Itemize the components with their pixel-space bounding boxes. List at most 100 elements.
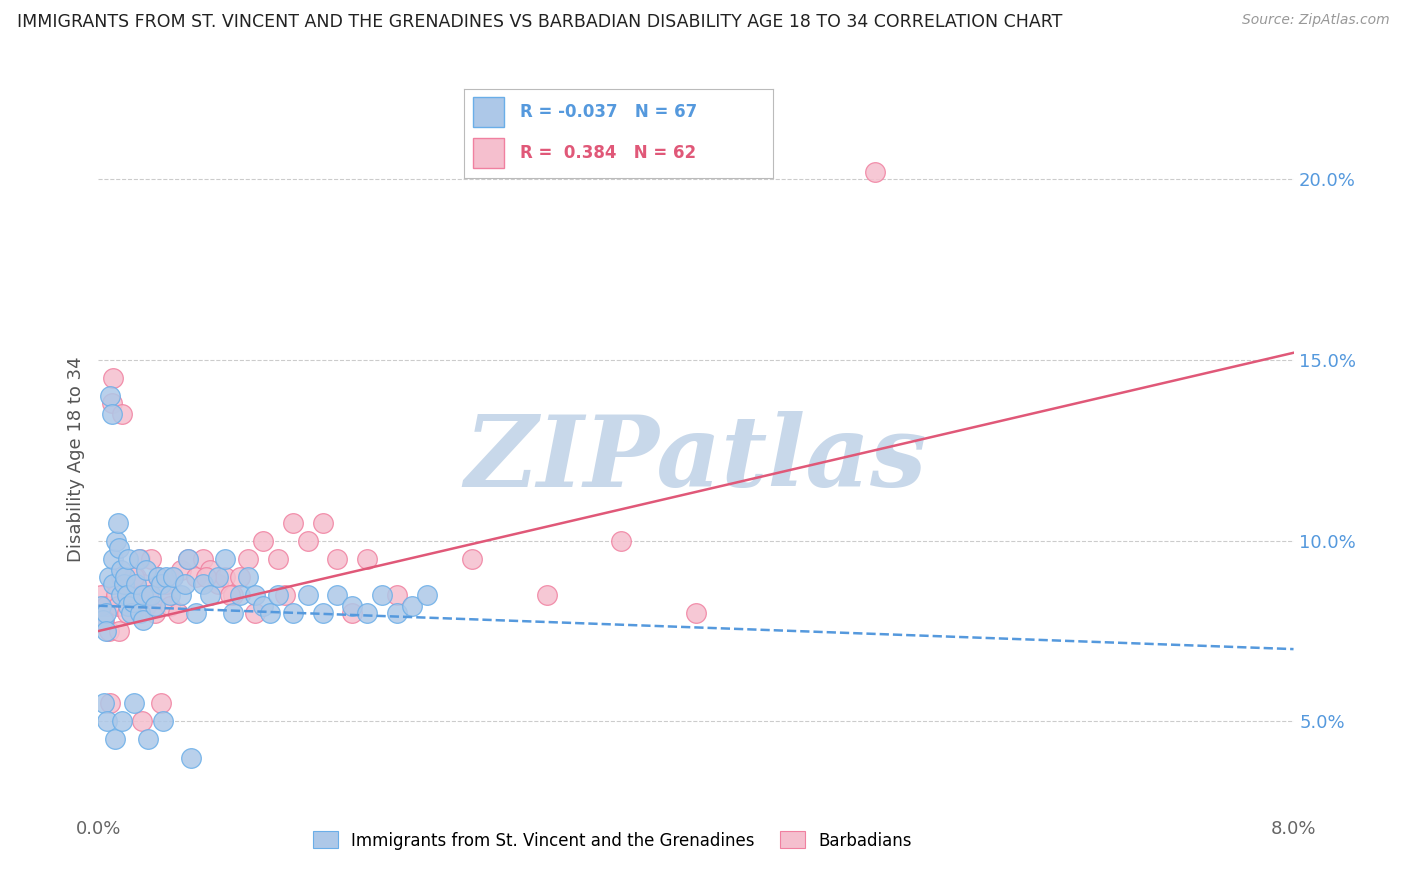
Point: [101, 396, 124, 410]
Point: [536, 588, 558, 602]
Bar: [474, 138, 505, 168]
Point: [124, 570, 146, 584]
Point: [685, 606, 707, 620]
Point: [166, 606, 188, 620]
Point: [416, 588, 439, 602]
Point: [139, 551, 162, 566]
Point: [184, 570, 207, 584]
Point: [162, 570, 184, 584]
Point: [214, 570, 236, 584]
Point: [103, 577, 125, 591]
Point: [108, 624, 131, 638]
Point: [132, 588, 155, 602]
Point: [114, 577, 136, 591]
Point: [342, 599, 364, 613]
Point: [252, 599, 274, 613]
Point: [274, 588, 297, 602]
Point: [177, 551, 200, 566]
Point: [148, 570, 170, 584]
Text: R = -0.037   N = 67: R = -0.037 N = 67: [520, 103, 697, 121]
Point: [610, 533, 633, 548]
Point: [200, 588, 222, 602]
Point: [143, 599, 166, 613]
Point: [252, 533, 274, 548]
Point: [297, 588, 319, 602]
Point: [121, 606, 143, 620]
Point: [259, 606, 281, 620]
Point: [139, 588, 162, 602]
Point: [120, 606, 142, 620]
Bar: [474, 97, 505, 127]
Point: [191, 551, 214, 566]
Point: [222, 588, 245, 602]
Text: Source: ZipAtlas.com: Source: ZipAtlas.com: [1241, 13, 1389, 28]
Point: [115, 606, 138, 620]
Point: [150, 577, 173, 591]
Point: [326, 588, 349, 602]
Point: [169, 588, 191, 602]
Point: [219, 588, 242, 602]
Point: [98, 696, 122, 710]
Point: [101, 407, 124, 421]
Point: [110, 570, 132, 584]
Point: [236, 551, 259, 566]
Text: R =  0.384   N = 62: R = 0.384 N = 62: [520, 145, 696, 162]
Point: [195, 570, 218, 584]
Point: [214, 551, 236, 566]
Point: [326, 551, 349, 566]
Point: [229, 570, 252, 584]
Point: [267, 551, 290, 566]
Point: [152, 714, 174, 729]
Point: [115, 588, 138, 602]
Point: [103, 371, 125, 385]
Point: [124, 696, 146, 710]
Point: [128, 588, 150, 602]
Point: [125, 570, 148, 584]
Text: IMMIGRANTS FROM ST. VINCENT AND THE GRENADINES VS BARBADIAN DISABILITY AGE 18 TO: IMMIGRANTS FROM ST. VINCENT AND THE GREN…: [17, 13, 1063, 31]
Point: [229, 588, 252, 602]
Point: [207, 577, 229, 591]
Point: [152, 588, 174, 602]
Point: [131, 714, 153, 729]
Point: [401, 599, 423, 613]
Point: [111, 407, 134, 421]
Point: [105, 588, 128, 602]
Point: [117, 551, 139, 566]
Point: [107, 516, 129, 530]
Point: [356, 551, 378, 566]
Point: [143, 606, 166, 620]
Point: [311, 606, 333, 620]
Point: [385, 588, 409, 602]
Point: [865, 165, 887, 179]
Point: [117, 588, 139, 602]
Point: [97, 624, 120, 638]
Point: [94, 599, 117, 613]
Point: [96, 714, 118, 729]
Point: [117, 599, 139, 613]
Point: [385, 606, 409, 620]
Point: [114, 570, 136, 584]
Legend: Immigrants from St. Vincent and the Grenadines, Barbadians: Immigrants from St. Vincent and the Gren…: [307, 825, 918, 856]
Point: [207, 570, 229, 584]
Point: [159, 588, 181, 602]
Point: [200, 563, 222, 577]
Point: [148, 570, 170, 584]
Point: [93, 613, 115, 627]
Point: [93, 696, 115, 710]
Point: [236, 570, 259, 584]
Point: [371, 588, 394, 602]
Point: [222, 606, 245, 620]
Point: [136, 588, 159, 602]
Point: [129, 606, 152, 620]
Point: [135, 563, 157, 577]
Point: [150, 696, 173, 710]
Point: [184, 606, 207, 620]
Point: [356, 606, 378, 620]
Point: [159, 599, 181, 613]
Point: [129, 551, 152, 566]
Point: [110, 563, 132, 577]
Point: [121, 595, 143, 609]
Point: [136, 732, 159, 747]
Point: [90, 599, 112, 613]
Point: [177, 551, 200, 566]
